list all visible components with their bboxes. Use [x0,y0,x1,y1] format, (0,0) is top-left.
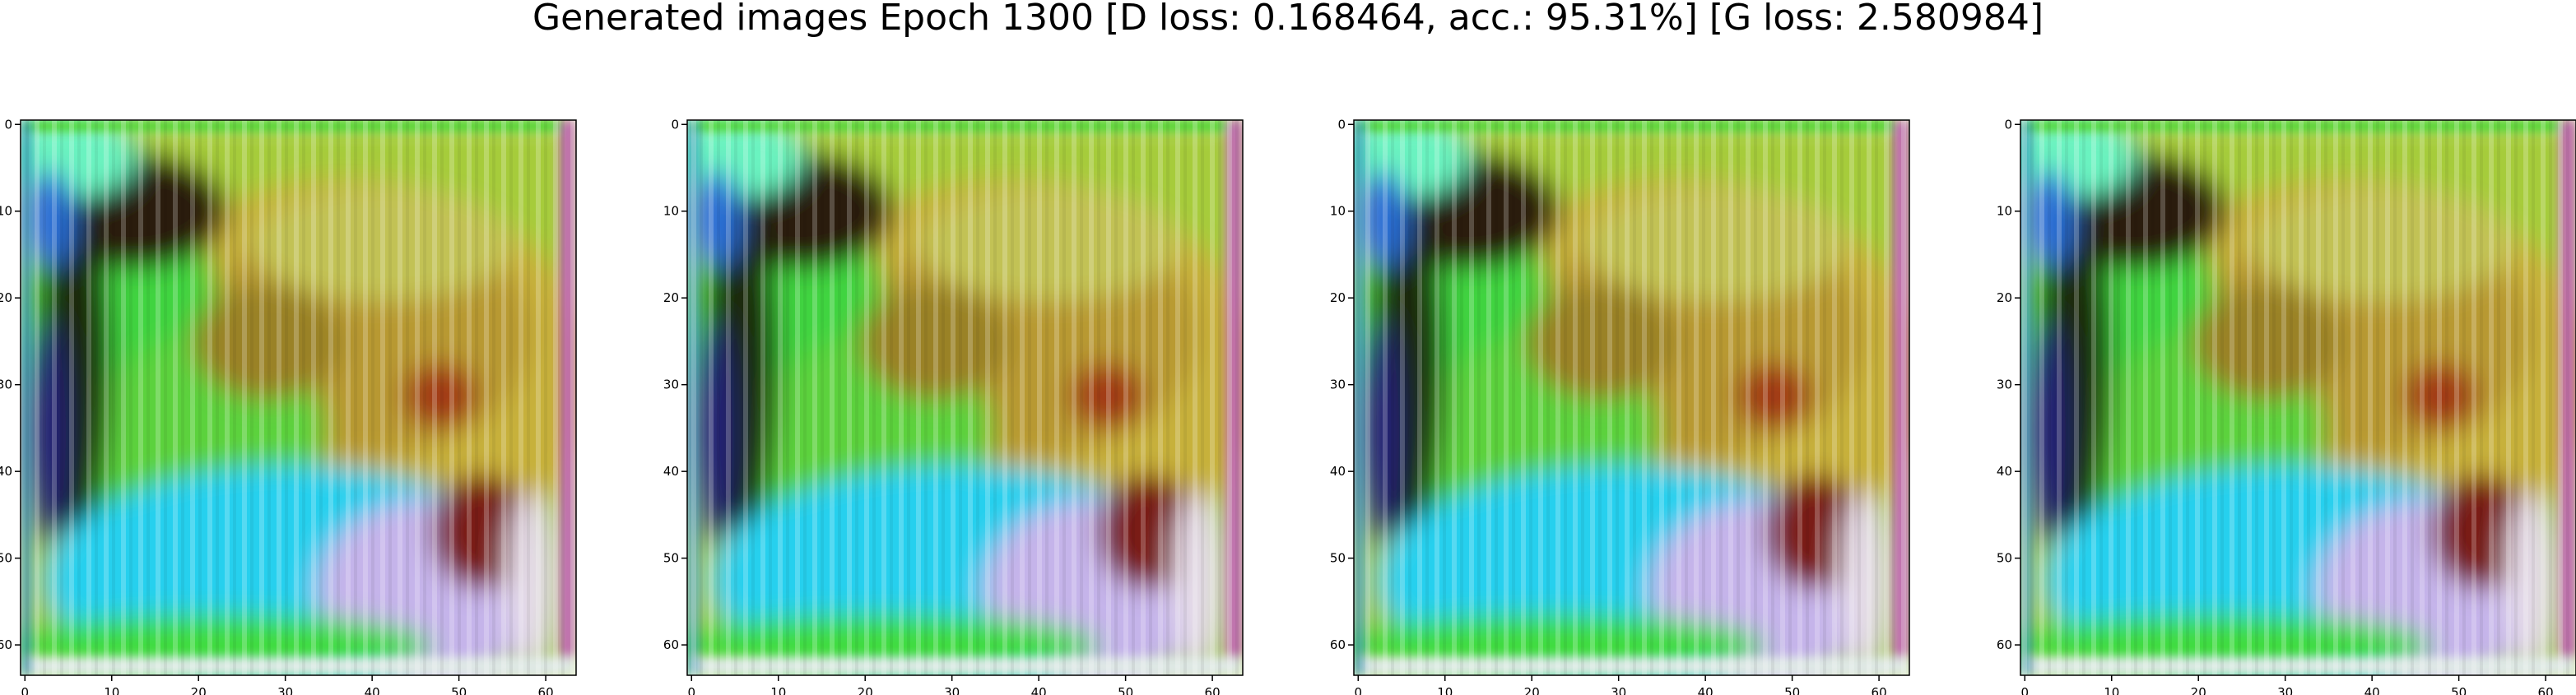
x-tick-label: 50 [2451,685,2467,695]
y-tick-label: 40 [0,464,12,479]
x-tick-label: 40 [365,685,380,695]
y-tick-label: 60 [0,637,12,652]
y-tick-label: 20 [1330,290,1346,305]
x-tick-label: 10 [104,685,119,695]
y-tick-label: 10 [1330,204,1346,219]
x-tick-label: 20 [858,685,873,695]
x-tick-label: 20 [1524,685,1540,695]
y-tick-label: 30 [0,378,12,392]
x-tick-label: 0 [2021,685,2030,695]
y-tick-label: 40 [1997,464,2012,479]
figure-title: Generated images Epoch 1300 [D loss: 0.1… [532,0,2044,39]
y-tick-label: 0 [671,117,679,132]
y-tick-label: 10 [1997,204,2012,219]
image-panel-3: 0 10 20 30 40 50 60 0 10 20 30 40 50 60 [1330,117,1910,695]
y-tick-label: 30 [1997,378,2012,392]
y-tick-label: 60 [1997,637,2012,652]
y-tick-label: 50 [0,551,12,566]
x-tick-label: 40 [1031,685,1047,695]
x-tick-label: 60 [1205,685,1221,695]
x-tick-label: 30 [944,685,960,695]
y-tick-label: 50 [1997,551,2012,566]
x-tick-label: 60 [538,685,554,695]
x-tick-label: 40 [1698,685,1713,695]
x-tick-label: 60 [2538,685,2554,695]
generated-image [2020,120,2576,675]
y-tick-label: 40 [663,464,679,479]
image-panel-2: 0 10 20 30 40 50 60 0 10 20 30 40 50 60 [663,117,1244,695]
x-tick-label: 50 [1784,685,1800,695]
generated-image [687,120,1243,675]
y-tick-label: 10 [663,204,679,219]
axes-frame [20,119,577,676]
x-tick-label: 0 [688,685,696,695]
y-tick-label: 30 [1330,378,1346,392]
y-tick-label: 0 [2004,117,2012,132]
y-tick-label: 50 [1330,551,1346,566]
x-tick-label: 0 [1355,685,1363,695]
y-tick-label: 30 [663,378,679,392]
y-tick-label: 50 [663,551,679,566]
x-tick-label: 30 [277,685,293,695]
x-tick-label: 50 [1118,685,1133,695]
y-tick-label: 0 [4,117,12,132]
x-tick-label: 60 [1872,685,1887,695]
x-tick-label: 20 [191,685,207,695]
x-tick-label: 0 [21,685,30,695]
generated-image [21,120,576,675]
x-tick-label: 10 [2104,685,2119,695]
image-panel-4: 0 10 20 30 40 50 60 0 10 20 30 40 50 60 [1997,117,2576,695]
y-tick-label: 60 [663,637,679,652]
x-tick-label: 30 [1611,685,1626,695]
image-panel-1: 0 10 20 30 40 50 60 0 10 20 30 40 50 60 [0,117,577,695]
axes-frame [686,119,1244,676]
y-tick-label: 10 [0,204,12,219]
x-tick-label: 10 [770,685,786,695]
y-tick-label: 20 [0,290,12,305]
x-tick-label: 20 [2191,685,2206,695]
y-tick-label: 60 [1330,637,1346,652]
x-tick-label: 50 [451,685,467,695]
x-tick-label: 40 [2364,685,2380,695]
y-tick-label: 40 [1330,464,1346,479]
y-tick-label: 0 [1337,117,1346,132]
x-tick-label: 30 [2277,685,2293,695]
y-tick-label: 20 [1997,290,2012,305]
axes-frame [2020,119,2576,676]
y-tick-label: 20 [663,290,679,305]
generated-image [1354,120,1909,675]
x-tick-label: 10 [1437,685,1453,695]
axes-frame [1353,119,1910,676]
